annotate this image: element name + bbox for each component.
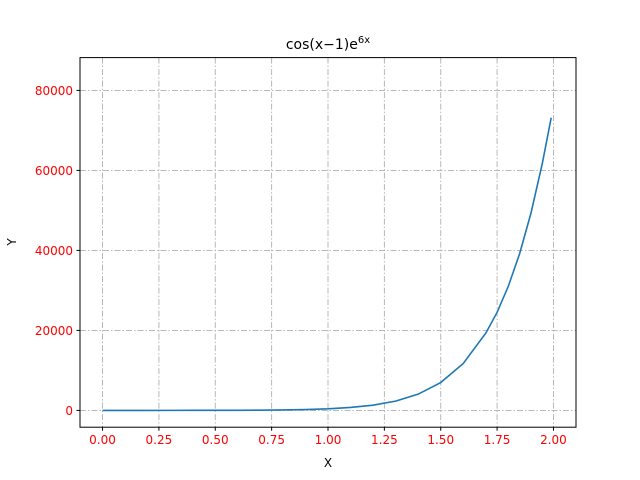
x-tick-label: 0.00 bbox=[89, 433, 116, 447]
x-tick-label: 2.00 bbox=[540, 433, 567, 447]
y-axis-label: Y bbox=[5, 238, 19, 247]
y-tick-label: 20000 bbox=[35, 324, 73, 338]
axis-ticks: 0.00 0.25 0.50 0.75 1.00 1.25 1.50 1.75 2.00 0 200… bbox=[35, 84, 567, 447]
x-tick-label: 0.75 bbox=[258, 433, 285, 447]
x-tick-label: 0.25 bbox=[146, 433, 173, 447]
y-tick-label: 0 bbox=[65, 404, 73, 418]
x-tick-label: 0.50 bbox=[202, 433, 229, 447]
chart-title-exponent: 6x bbox=[358, 35, 370, 46]
x-axis-label: X bbox=[324, 456, 332, 470]
grid bbox=[80, 57, 576, 428]
x-tick-label: 1.00 bbox=[315, 433, 342, 447]
y-tick-label: 80000 bbox=[35, 84, 73, 98]
x-tick-label: 1.25 bbox=[371, 433, 398, 447]
x-tick-label: 1.50 bbox=[427, 433, 454, 447]
y-tick-label: 60000 bbox=[35, 164, 73, 178]
y-tick-label: 40000 bbox=[35, 244, 73, 258]
series-layer bbox=[102, 117, 552, 412]
series-line bbox=[102, 117, 552, 412]
x-tick-label: 1.75 bbox=[484, 433, 511, 447]
chart-title-main: cos(x−1)e bbox=[286, 37, 358, 53]
chart-title: cos(x−1)e6x bbox=[286, 35, 370, 53]
